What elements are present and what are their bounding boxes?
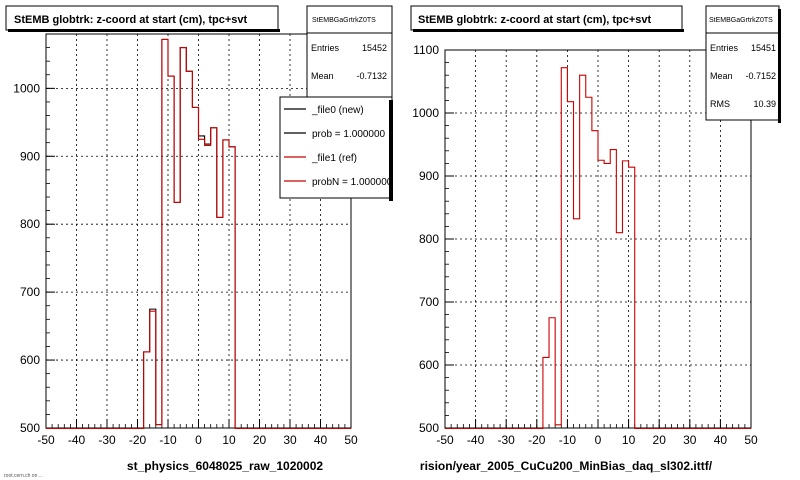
right-stats-box: StEMBGaGrtrkZ0TS Entries 15451 Mean -0.7… bbox=[705, 5, 781, 123]
left-x-axis-label: st_physics_6048025_raw_1020002 bbox=[127, 459, 323, 473]
right-stats-name: StEMBGaGrtrkZ0TS bbox=[709, 17, 773, 24]
legend-label-probN: probN = 1.000000 bbox=[312, 177, 393, 188]
right-panel: -50 -40 -30 -20 -10 0 10 20 30 40 50 500 600 700 800 90… bbox=[410, 5, 781, 473]
right-x-tick-label: -30 bbox=[498, 433, 516, 447]
left-stats-name: StEMBGaGrtrkZ0TS bbox=[312, 17, 376, 24]
right-x-tick-label: -20 bbox=[528, 433, 546, 447]
right-stats-rms-label: RMS bbox=[710, 99, 730, 109]
right-x-tick-label: 40 bbox=[714, 433, 728, 447]
left-plot-area: -50 -40 -30 -20 -10 0 10 20 30 40 50 500 600 700 800 90… bbox=[13, 33, 358, 447]
left-x-tick-label: 40 bbox=[314, 433, 328, 447]
right-y-tick-label: 800 bbox=[419, 232, 439, 246]
left-chart-title: StEMB globtrk: z-coord at start (cm), tp… bbox=[14, 14, 248, 26]
left-stats-entries-label: Entries bbox=[311, 43, 340, 53]
left-y-tick-label: 1000 bbox=[13, 81, 40, 95]
right-stats-entries-value: 15451 bbox=[751, 43, 776, 53]
left-x-tick-label: -10 bbox=[159, 433, 177, 447]
right-stats-entries-label: Entries bbox=[710, 43, 739, 53]
left-x-tick-label: 20 bbox=[253, 433, 267, 447]
left-x-tick-label: -50 bbox=[37, 433, 55, 447]
left-y-tick-label: 500 bbox=[20, 421, 40, 435]
left-y-tick-label: 600 bbox=[20, 353, 40, 367]
left-x-tick-label: 50 bbox=[344, 433, 358, 447]
left-x-tick-label: 10 bbox=[222, 433, 236, 447]
left-series-1-line bbox=[46, 38, 351, 430]
legend-label-file1: _file1 (ref) bbox=[311, 153, 357, 164]
right-x-tick-label: -50 bbox=[436, 433, 454, 447]
left-x-tick-label: 0 bbox=[195, 433, 202, 447]
right-x-tick-label: 0 bbox=[595, 433, 602, 447]
legend-label-file0: _file0 (new) bbox=[311, 105, 364, 116]
left-legend: _file0 (new) prob = 1.000000 _file1 (ref… bbox=[279, 96, 393, 201]
left-y-tick-label: 700 bbox=[20, 285, 40, 299]
right-y-tick-label: 1000 bbox=[412, 106, 439, 120]
left-stats-box: StEMBGaGrtrkZ0TS Entries 15452 Mean -0.7… bbox=[306, 5, 393, 107]
right-stats-mean-value: -0.7152 bbox=[745, 71, 776, 81]
left-x-tick-label: 30 bbox=[283, 433, 297, 447]
left-x-tick-label: -20 bbox=[129, 433, 147, 447]
right-chart-title: StEMB globtrk: z-coord at start (cm), tp… bbox=[418, 14, 652, 26]
right-y-tick-label: 900 bbox=[419, 169, 439, 183]
right-stats-rms-value: 10.39 bbox=[753, 99, 776, 109]
corner-footer-text: root.cern.ch on ... bbox=[4, 473, 43, 479]
legend-label-prob: prob = 1.000000 bbox=[312, 129, 386, 140]
left-panel: -50 -40 -30 -20 -10 0 10 20 30 40 50 500 600 700 800 90… bbox=[5, 5, 393, 473]
right-stats-mean-label: Mean bbox=[710, 71, 733, 81]
right-x-tick-label: 50 bbox=[744, 433, 758, 447]
right-y-tick-label: 500 bbox=[419, 421, 439, 435]
left-x-tick-label: -40 bbox=[68, 433, 86, 447]
left-stats-entries-value: 15452 bbox=[362, 43, 387, 53]
right-x-tick-label: -40 bbox=[467, 433, 485, 447]
left-stats-mean-value: -0.7132 bbox=[356, 71, 387, 81]
right-plot-area: -50 -40 -30 -20 -10 0 10 20 30 40 50 500 600 700 800 90… bbox=[412, 43, 758, 447]
right-x-tick-label: 30 bbox=[683, 433, 697, 447]
right-y-tick-label: 600 bbox=[419, 358, 439, 372]
right-x-tick-label: 10 bbox=[622, 433, 636, 447]
right-title-box: StEMB globtrk: z-coord at start (cm), tp… bbox=[410, 5, 684, 32]
left-title-box: StEMB globtrk: z-coord at start (cm), tp… bbox=[5, 5, 280, 32]
left-y-tick-label: 800 bbox=[20, 217, 40, 231]
left-stats-mean-label: Mean bbox=[311, 71, 334, 81]
left-x-tick-label: -30 bbox=[98, 433, 116, 447]
right-x-axis-label: rision/year_2005_CuCu200_MinBias_daq_sl3… bbox=[420, 459, 713, 473]
right-x-tick-label: -10 bbox=[559, 433, 577, 447]
right-x-tick-label: 20 bbox=[653, 433, 667, 447]
right-series-0-line bbox=[445, 67, 751, 430]
left-y-tick-label: 900 bbox=[20, 149, 40, 163]
right-y-tick-label: 1100 bbox=[413, 43, 439, 57]
right-y-tick-label: 700 bbox=[419, 295, 439, 309]
